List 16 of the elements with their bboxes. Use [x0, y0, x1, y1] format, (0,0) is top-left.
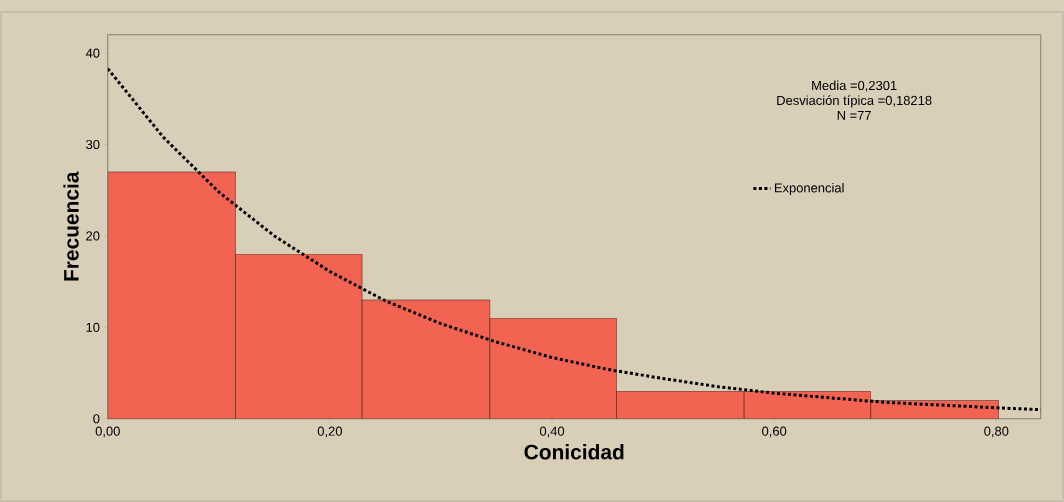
x-tick-label: 0,40: [539, 426, 565, 438]
y-tick-label: 10: [86, 322, 100, 332]
y-tick-label: 0: [93, 414, 100, 424]
y-tick-label: 40: [85, 48, 100, 58]
x-tick-label: 0,60: [762, 426, 787, 438]
legend-label: Exponencial: [774, 182, 844, 196]
y-tick-label: 20: [86, 231, 100, 241]
annotation: N =77: [837, 110, 871, 120]
x-tick-label: 0,00: [95, 426, 120, 438]
x-axis-title: Conicidad: [524, 444, 624, 460]
annotation: Desviación típica =0,18218: [777, 95, 932, 108]
x-tick-label: 0,80: [984, 426, 1009, 438]
x-tick-label: 0,20: [317, 426, 342, 438]
y-tick-label: 30: [86, 139, 100, 150]
annotation: Media =0,2301: [812, 80, 897, 92]
y-axis-title: Frecuencia: [63, 171, 79, 281]
